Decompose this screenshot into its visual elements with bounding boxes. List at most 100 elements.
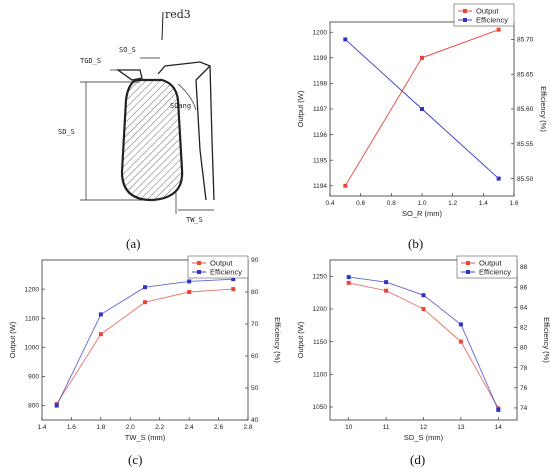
legend-marker <box>466 270 470 274</box>
y-tick-label: 1100 <box>313 371 327 378</box>
x-tick-label: 1.4 <box>479 200 488 207</box>
x-tick-label: 1.8 <box>96 424 105 431</box>
legend-label: Efficiency <box>476 16 508 25</box>
legend-box <box>456 255 518 279</box>
plot-frame <box>41 259 249 421</box>
legend-label: Efficiency <box>210 268 242 277</box>
plot-frame <box>329 259 518 421</box>
caption-a: (a) <box>126 236 140 251</box>
label-red3: red3 <box>165 8 191 21</box>
x-axis-label: SO_R (mm) <box>402 209 443 218</box>
y-tick-label: 1197 <box>313 106 327 113</box>
data-point-efficiency <box>231 277 236 282</box>
data-point-efficiency <box>384 280 389 285</box>
y2-axis-label: Efficiency (%) <box>542 317 550 363</box>
legend-marker <box>197 261 201 265</box>
legend-marker <box>197 270 201 274</box>
y-tick-label: 1200 <box>25 286 40 293</box>
series-line-output <box>348 282 499 409</box>
data-point-output <box>421 306 426 311</box>
x-tick-label: 14 <box>495 424 503 431</box>
y2-tick-label: 85.60 <box>517 106 534 113</box>
y2-tick-label: 78 <box>520 365 528 372</box>
x-tick-label: 2.6 <box>214 424 223 431</box>
legend-label: Output <box>210 259 233 268</box>
data-point-efficiency <box>420 107 424 111</box>
y-tick-label: 900 <box>28 374 39 381</box>
x-tick-label: 1.6 <box>67 424 76 431</box>
y-tick-label: 800 <box>28 403 39 410</box>
y2-tick-label: 74 <box>520 405 528 412</box>
y-tick-label: 1195 <box>313 157 327 164</box>
data-point-output <box>98 332 103 337</box>
y2-tick-label: 85.55 <box>517 141 534 148</box>
series-line-efficiency <box>56 278 234 406</box>
legend-marker <box>463 9 467 13</box>
y-tick-label: 1198 <box>313 81 327 88</box>
legend-label: Efficiency <box>479 268 511 277</box>
legend-marker <box>466 261 470 265</box>
data-point-output <box>343 183 348 188</box>
label-soang: SOang <box>170 102 191 110</box>
tooth-wall-outer <box>209 65 215 201</box>
x-tick-label: 13 <box>457 424 465 431</box>
y2-tick-label: 70 <box>251 321 259 328</box>
tooth-wall-right <box>195 79 207 201</box>
y2-tick-label: 88 <box>520 264 528 271</box>
y2-tick-label: 85.65 <box>517 71 534 78</box>
data-point-output <box>231 287 236 292</box>
y-tick-label: 1250 <box>313 274 328 281</box>
x-tick-label: 11 <box>383 424 390 431</box>
legend-marker <box>463 18 467 22</box>
data-point-efficiency <box>346 275 351 280</box>
y-tick-label: 1050 <box>313 404 328 411</box>
y2-tick-label: 85.50 <box>517 176 534 183</box>
y2-tick-label: 84 <box>520 304 528 311</box>
x-tick-label: 0.6 <box>356 200 365 207</box>
label-tgd: TGD_S <box>80 57 101 65</box>
x-tick-label: 1.0 <box>417 200 426 207</box>
data-point-output <box>458 339 463 344</box>
data-point-efficiency <box>458 322 463 327</box>
y2-tick-label: 50 <box>251 385 259 392</box>
y2-tick-label: 90 <box>251 257 259 264</box>
label-sd: SD_S <box>58 128 75 136</box>
data-point-efficiency <box>496 176 501 181</box>
y2-tick-label: 86 <box>520 284 528 291</box>
x-tick-label: 2.0 <box>126 424 135 431</box>
x-tick-label: 2.4 <box>185 424 194 431</box>
x-axis-label: TW_S (mm) <box>125 433 166 442</box>
slot-shape <box>120 78 184 202</box>
chart-b: 0.4 0.6 0.8 1.0 1.2 1.4 1.6 1194 1195 1196 1197 119… <box>296 3 548 218</box>
y-tick-label: 1194 <box>313 183 327 190</box>
label-tw: TW_S <box>186 216 203 224</box>
x-tick-label: 12 <box>420 424 428 431</box>
y2-tick-label: 80 <box>251 289 259 296</box>
caption-b: (b) <box>408 236 423 251</box>
y2-tick-label: 60 <box>251 353 259 360</box>
tooth-tip-left <box>115 69 143 81</box>
x-tick-label: 2.2 <box>155 424 164 431</box>
y2-tick-label: 80 <box>520 345 528 352</box>
y-tick-label: 1150 <box>313 339 327 346</box>
caption-c: (c) <box>128 452 142 467</box>
label-so: SO_S <box>119 46 136 54</box>
data-point-output <box>187 290 192 294</box>
data-point-efficiency <box>187 279 192 284</box>
y-tick-label: 1196 <box>313 132 327 139</box>
x-tick-label: 1.6 <box>509 200 518 207</box>
red3-leader <box>161 11 164 41</box>
chart-d: 10 11 12 13 14 1050 1100 1150 1200 1250 74 76 78 80 82… <box>296 255 550 442</box>
chart-c: 1.4 1.6 1.8 2.0 2.2 2.4 2.6 2.8 800 900 1000 1100 12… <box>8 255 282 442</box>
y-tick-label: 1100 <box>25 315 39 322</box>
x-tick-label: 1.4 <box>37 424 46 431</box>
slot-diagram: SD_S TGD_S SO_S SOang TW_S red3 <box>58 8 215 224</box>
y-axis-label: Output (W) <box>296 321 305 358</box>
data-point-efficiency <box>98 312 103 317</box>
y2-tick-label: 85.70 <box>517 37 534 44</box>
x-axis-label: SD_S (mm) <box>404 433 444 442</box>
legend-label: Output <box>479 259 502 268</box>
y-tick-label: 1200 <box>313 29 328 36</box>
y-axis-label: Output (W) <box>8 321 17 358</box>
